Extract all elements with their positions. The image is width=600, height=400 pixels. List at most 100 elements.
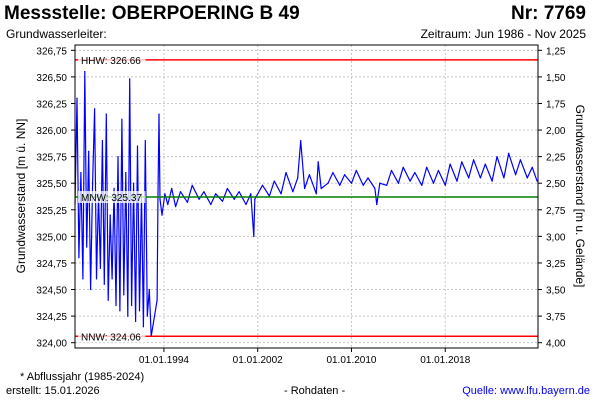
data-point (99, 267, 101, 269)
y2-tick-label: 1,75 (546, 99, 566, 110)
reference-label-bg (78, 330, 146, 343)
y-tick-label: 325,00 (36, 232, 67, 243)
data-point (355, 169, 357, 172)
page-title: Messstelle: OBERPOERING B 49 (4, 3, 300, 24)
data-point (115, 304, 117, 307)
data-point (515, 174, 517, 176)
data-point (315, 193, 317, 195)
data-point (146, 315, 148, 317)
x-tick-label: 01.01.2010 (326, 355, 376, 366)
y-tick-label: 325,50 (36, 179, 67, 190)
data-point (157, 193, 159, 195)
y-tick-label: 325,25 (36, 206, 67, 217)
data-point (437, 169, 439, 172)
data-point (367, 177, 369, 179)
data-point (526, 177, 528, 179)
y2-tick-label: 3,50 (546, 286, 566, 297)
x-tick-label: 01.01.1994 (139, 355, 189, 366)
period-label: Zeitraum: Jun 1986 - Nov 2025 (420, 27, 586, 41)
data-point (121, 118, 123, 120)
y2-tick-label: 2,00 (546, 126, 566, 137)
x-tick-label: 01.01.2002 (233, 355, 283, 366)
data-point (94, 108, 96, 110)
data-point (491, 180, 493, 182)
data-point (402, 166, 404, 168)
reference-label: MNW: 325.37 (81, 193, 142, 204)
data-point (78, 257, 80, 259)
station-number: Nr: 7769 (511, 3, 586, 24)
data-point (198, 198, 200, 200)
plot-frame (74, 44, 539, 349)
data-point (142, 326, 144, 328)
aquifer-label: Grundwasserleiter: (6, 27, 107, 41)
data-point (496, 156, 498, 158)
data-point (167, 203, 169, 206)
data-point (156, 299, 158, 301)
data-point (86, 246, 88, 248)
data-point (127, 315, 129, 317)
reference-label-bg (78, 53, 146, 66)
data-point (327, 182, 329, 184)
y-tick-label: 326,25 (36, 99, 67, 110)
data-point (203, 191, 205, 193)
y2-tick-label: 3,25 (546, 259, 566, 270)
x-tick-label: 01.01.2018 (420, 355, 470, 366)
data-point (148, 288, 150, 291)
series-line (74, 71, 538, 337)
data-point (409, 180, 411, 182)
y-tick-label: 325,75 (36, 153, 67, 164)
data-point (350, 182, 353, 184)
data-point (456, 180, 458, 182)
data-point (519, 159, 522, 161)
y2-tick-label: 3,00 (546, 232, 566, 243)
data-point (397, 182, 399, 184)
y-tick-label: 324,00 (36, 339, 67, 350)
data-point (101, 140, 103, 142)
data-point (332, 172, 334, 174)
data-point (133, 182, 135, 184)
data-point (449, 163, 451, 165)
reference-label: NNW: 324.06 (81, 332, 141, 343)
source-link[interactable]: www.lfu.bayern.de (500, 385, 590, 397)
data-point (95, 278, 98, 280)
data-point (82, 278, 84, 280)
data-point (125, 172, 127, 174)
data-point (426, 166, 428, 168)
data-point (159, 198, 161, 200)
data-point (186, 201, 188, 203)
data-point (473, 159, 475, 161)
data-point (226, 187, 228, 190)
data-point (503, 177, 505, 179)
data-point (374, 187, 376, 190)
data-point (113, 187, 115, 190)
data-point (317, 161, 319, 163)
data-point (261, 184, 264, 186)
data-point (432, 182, 435, 184)
data-point (304, 187, 306, 190)
data-point (285, 172, 287, 174)
data-point (254, 198, 256, 200)
source: Quelle: www.lfu.bayern.de (462, 385, 590, 397)
data-point (131, 304, 133, 307)
data-point (421, 184, 423, 186)
source-label: Quelle: (462, 385, 498, 397)
data-point (119, 310, 121, 312)
data-point (171, 187, 173, 190)
y2-tick-label: 1,50 (546, 73, 566, 84)
data-point (444, 184, 446, 186)
data-point (339, 184, 341, 186)
data-point (88, 150, 90, 152)
data-point (245, 203, 247, 206)
y-axis-left-ticks: 326,75 326,50 326,25 326,00 325,75 325,50 325,… (36, 46, 75, 350)
y2-tick-label: 2,75 (546, 206, 566, 217)
data-point (414, 172, 416, 174)
data-point (117, 156, 119, 158)
reference-label-bg (78, 191, 146, 204)
data-point (250, 193, 252, 195)
data-point (129, 78, 131, 80)
y-tick-label: 324,75 (36, 259, 67, 270)
reference-label: HHW: 326.66 (81, 56, 141, 67)
x-axis-ticks: 01.01.1994 01.01.2002 01.01.2010 01.01.2018 (139, 348, 471, 366)
y2-tick-label: 3,75 (546, 312, 566, 323)
